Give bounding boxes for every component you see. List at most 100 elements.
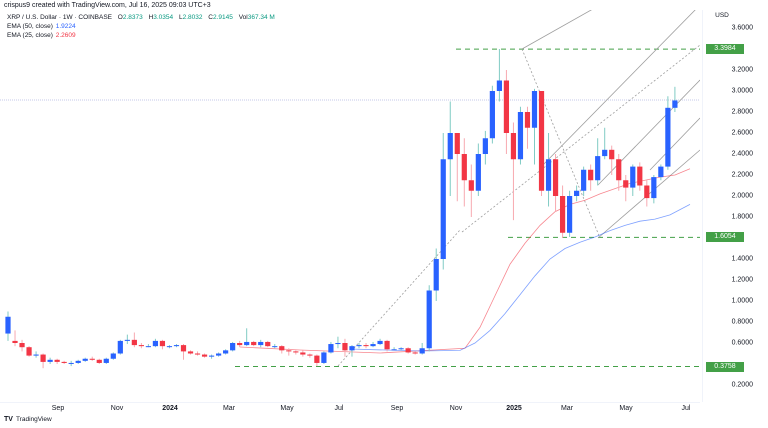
candle-body [201, 354, 208, 357]
time-tick-label: May [280, 405, 294, 412]
candle-body [131, 339, 137, 346]
price-tick-label: 1.4000 [731, 255, 753, 263]
candle-body [412, 352, 418, 354]
symbol-label: XRP / U.S. Dollar · 1W · COINBASE [7, 14, 112, 21]
price-tick-label: 1.8000 [731, 213, 753, 221]
low-value: 2.8032 [182, 14, 203, 21]
candle-body [524, 112, 531, 128]
candle-body [194, 353, 201, 355]
ema25-label: EMA (25, close) [7, 32, 53, 39]
price-tick-label: 2.4000 [731, 150, 753, 158]
candle-body [272, 346, 278, 348]
candle-body [665, 107, 671, 167]
candle-body [552, 159, 559, 196]
candle-body [33, 354, 39, 356]
candle-body [96, 359, 102, 363]
candle-body [19, 343, 25, 348]
candle-body [433, 259, 439, 291]
candle-body [40, 354, 46, 362]
candle-body [286, 350, 292, 352]
candle-body [595, 156, 601, 181]
open-value: 2.8373 [122, 14, 143, 21]
candle-body [152, 340, 159, 347]
ema50-row[interactable]: EMA (50, close) 1.9224 [7, 22, 275, 31]
candle-body [574, 190, 580, 196]
candle-body [307, 354, 313, 356]
candle-body [187, 351, 194, 354]
candle-body [145, 346, 151, 348]
candle-body [538, 91, 545, 191]
candle-body [208, 355, 215, 357]
trend-line [337, 229, 461, 367]
candle-body [26, 347, 32, 356]
candle-body [68, 362, 74, 364]
candle-body [61, 361, 67, 363]
close-label: C [208, 14, 213, 21]
candle-body [468, 180, 474, 191]
candle-body [180, 345, 187, 352]
price-tick-label: 2.0000 [731, 192, 753, 200]
time-tick-label: Nov [110, 405, 124, 412]
candle-body [475, 154, 481, 191]
volume-value: 367.34 M [247, 14, 275, 21]
candle-body [567, 196, 573, 233]
trend-line [461, 44, 700, 233]
high-value: 3.0354 [153, 14, 174, 21]
candle-body [265, 341, 271, 347]
ema50-label: EMA (50, close) [7, 23, 53, 30]
chart-legend: XRP / U.S. Dollar · 1W · COINBASE O2.837… [7, 13, 275, 40]
candle-body [384, 340, 390, 350]
price-tick-label: 2.8000 [731, 108, 753, 116]
candle-body [370, 344, 376, 347]
candle-body [82, 358, 88, 361]
ema25-row[interactable]: EMA (25, close) 2.2609 [7, 31, 275, 40]
candle-body [258, 341, 264, 346]
price-axis[interactable]: 3.6000 3.2000 3.0000 2.8000 2.6000 2.4000 2.20… [702, 10, 768, 402]
time-tick-label: 2024 [162, 405, 178, 412]
trend-line [521, 10, 592, 50]
time-tick-label: Jul [681, 405, 691, 412]
candle-body [510, 133, 517, 160]
candle-body [251, 341, 257, 346]
candle-body [616, 159, 622, 181]
price-tick-label: 2.2000 [731, 171, 753, 179]
candle-body [531, 91, 538, 128]
candle-body [637, 166, 643, 186]
candle-body [138, 345, 144, 347]
candle-body [321, 352, 327, 363]
price-tick-label: 0.6000 [731, 339, 753, 347]
price-tick-label: 0.2000 [731, 381, 753, 389]
candle-body [342, 343, 348, 351]
candle-body [328, 344, 334, 353]
chart-plot-area[interactable] [0, 10, 700, 402]
low-label: L [178, 14, 183, 21]
time-tick-label: Sep [51, 405, 65, 412]
candle-body [89, 358, 95, 360]
time-tick-label: Jul [334, 405, 344, 412]
candle-body [244, 341, 250, 346]
price-level-badge: 3.3984 [706, 44, 744, 55]
candle-body [440, 159, 446, 259]
candle-body [300, 352, 306, 355]
candle-body [581, 169, 587, 191]
candle-body [609, 149, 615, 160]
candle-body [391, 349, 397, 351]
candle-body [237, 343, 243, 346]
ema50-value: 1.9224 [55, 23, 76, 30]
candle-body [166, 346, 173, 348]
candle-body [216, 353, 222, 356]
candle-body [75, 360, 81, 363]
candle-body [489, 91, 495, 139]
candle-body [644, 185, 650, 199]
currency-label: USD [715, 12, 729, 19]
symbol-row[interactable]: XRP / U.S. Dollar · 1W · COINBASE O2.837… [7, 13, 275, 22]
ema25-value: 2.2609 [55, 32, 76, 39]
price-tick-label: 3.0000 [731, 87, 753, 95]
candle-body [54, 359, 60, 362]
ema50-line [349, 204, 691, 352]
candle-body [517, 112, 524, 160]
time-axis[interactable]: Sep Nov 2024 Mar May Jul Sep Nov 2025 Mar May Jul [0, 402, 700, 415]
candle-body [173, 345, 180, 347]
volume-label: Vol [238, 14, 248, 21]
candle-body [559, 196, 566, 233]
